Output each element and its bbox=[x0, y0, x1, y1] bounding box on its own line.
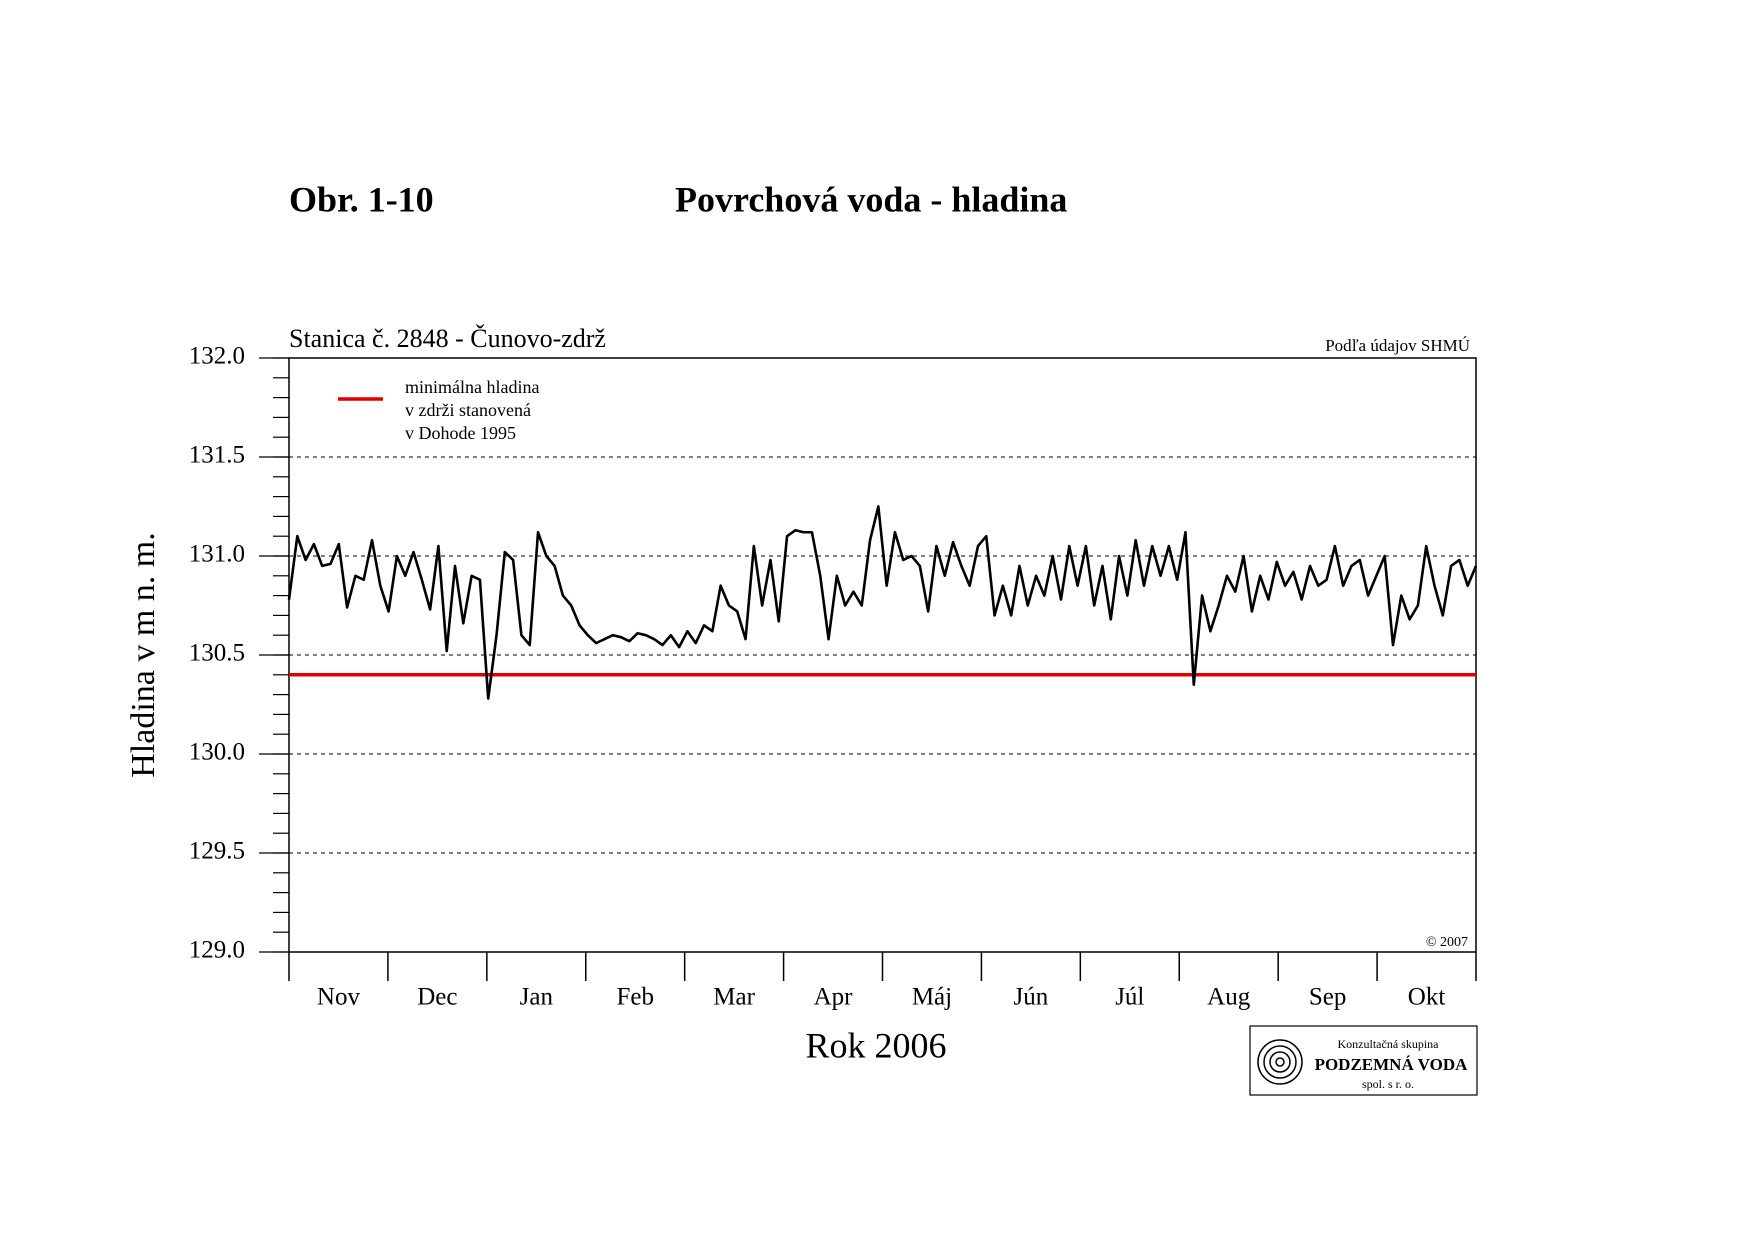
x-tick-label: Júl bbox=[1115, 984, 1144, 1011]
x-tick-label: Aug bbox=[1207, 984, 1251, 1011]
logo-icon bbox=[1257, 1039, 1303, 1085]
x-tick-label: Feb bbox=[616, 984, 654, 1011]
source: Podľa údajov SHMÚ bbox=[1325, 336, 1470, 355]
x-tick-label: Jún bbox=[1014, 984, 1049, 1011]
legend-label: minimálna hladina bbox=[405, 377, 539, 397]
x-tick-label: Apr bbox=[814, 984, 854, 1011]
y-axis-label: Hladina v m n. m. bbox=[125, 532, 162, 778]
x-tick-label: Nov bbox=[317, 984, 361, 1011]
x-tick-label: Dec bbox=[417, 984, 457, 1011]
x-tick-label: Mar bbox=[713, 984, 755, 1011]
x-tick-label: Jan bbox=[520, 984, 554, 1011]
logo-text: PODZEMNÁ VODA bbox=[1315, 1055, 1469, 1074]
x-tick-label: Okt bbox=[1408, 984, 1446, 1011]
legend-label: v Dohode 1995 bbox=[405, 423, 516, 443]
chart-title: Povrchová voda - hladina bbox=[675, 179, 1067, 219]
y-tick-label: 129.0 bbox=[189, 937, 245, 964]
subtitle: Stanica č. 2848 - Čunovo-zdrž bbox=[289, 324, 606, 353]
y-tick-label: 131.0 bbox=[189, 541, 245, 568]
logo-box bbox=[1249, 1025, 1478, 1096]
x-tick-label: Máj bbox=[912, 984, 952, 1011]
y-tick-label: 132.0 bbox=[189, 343, 245, 370]
figure-label: Obr. 1-10 bbox=[289, 179, 434, 219]
y-tick-label: 129.5 bbox=[189, 838, 245, 865]
legend-label: v zdrži stanovená bbox=[405, 400, 531, 420]
y-tick-label: 130.5 bbox=[189, 640, 245, 667]
y-tick-label: 130.0 bbox=[189, 739, 245, 766]
y-tick-label: 131.5 bbox=[189, 442, 245, 469]
logo-text: spol. s r. o. bbox=[1362, 1077, 1414, 1091]
copyright: © 2007 bbox=[1426, 935, 1468, 950]
logo-text: Konzultačná skupina bbox=[1338, 1037, 1440, 1051]
data-line bbox=[287, 505, 1478, 700]
x-tick-label: Sep bbox=[1309, 984, 1347, 1011]
x-axis-label: Rok 2006 bbox=[805, 1025, 946, 1065]
